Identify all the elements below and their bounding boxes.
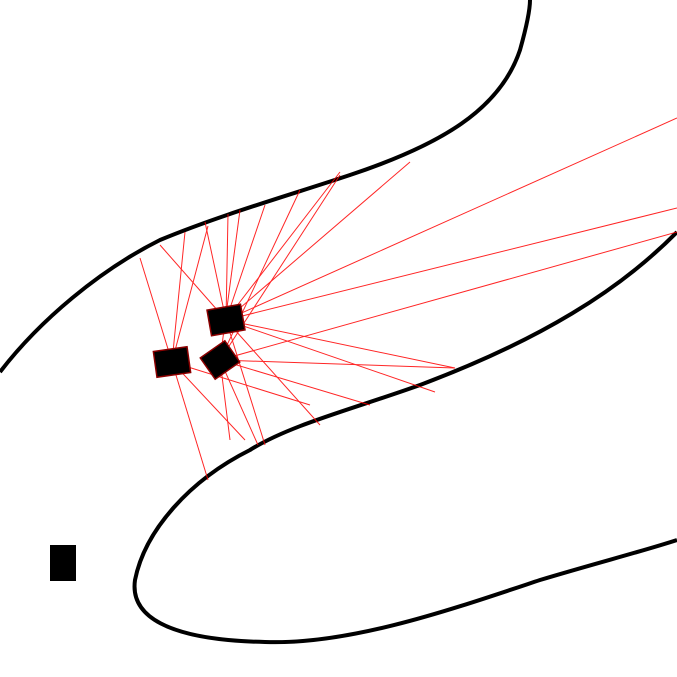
obstacle-block (50, 545, 76, 581)
track-inner-boundary (132, 230, 677, 645)
agent-car (199, 339, 241, 381)
agent-car (206, 303, 246, 337)
track-outer-boundary (0, 0, 532, 374)
agent-car (152, 345, 192, 379)
sensor-rays (139, 117, 677, 481)
